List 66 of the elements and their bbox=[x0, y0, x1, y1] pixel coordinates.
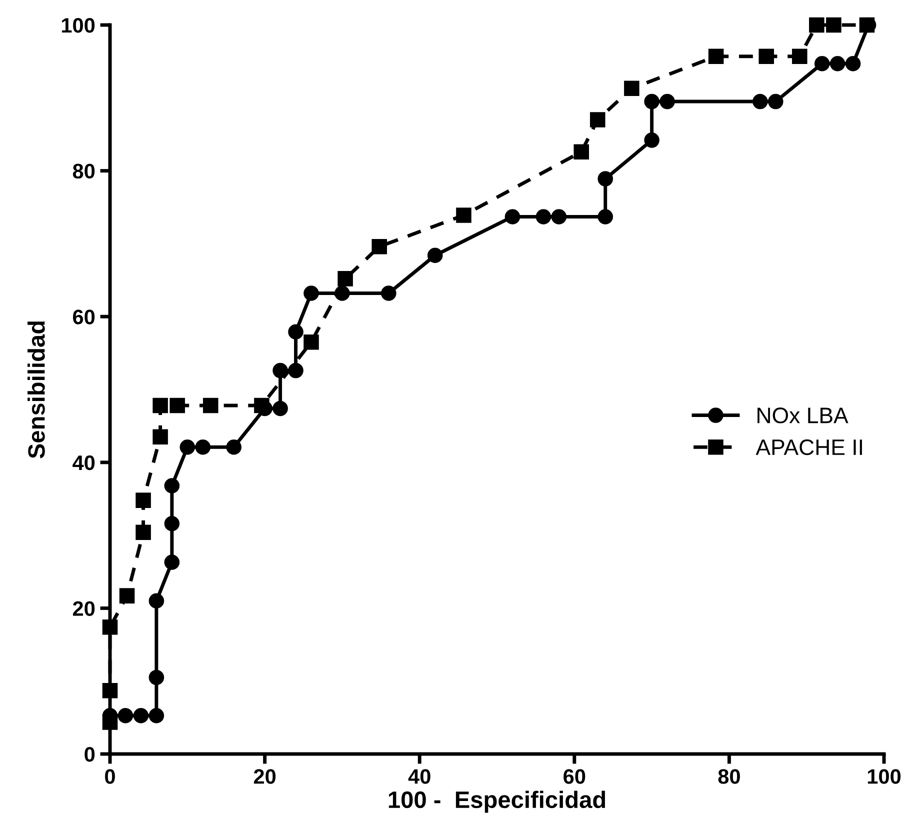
point bbox=[574, 144, 590, 160]
x-tick-label: 0 bbox=[105, 769, 115, 784]
point bbox=[427, 248, 443, 264]
point bbox=[202, 398, 218, 414]
point bbox=[644, 94, 660, 110]
point bbox=[644, 132, 660, 148]
point bbox=[180, 439, 196, 455]
point bbox=[660, 94, 675, 110]
point bbox=[288, 324, 304, 340]
x-tick-label: 100 bbox=[868, 769, 901, 784]
x-tick-label: 60 bbox=[564, 769, 586, 784]
point bbox=[272, 400, 288, 416]
point bbox=[272, 362, 288, 378]
point bbox=[598, 171, 613, 186]
point bbox=[164, 516, 180, 532]
point bbox=[624, 80, 640, 96]
point bbox=[136, 492, 151, 508]
point bbox=[148, 593, 164, 609]
legend-label: APACHE II bbox=[756, 439, 862, 456]
point bbox=[170, 398, 185, 414]
point bbox=[845, 56, 861, 72]
y-tick-label: 80 bbox=[72, 164, 95, 179]
point bbox=[551, 209, 567, 224]
y-tick-label: 0 bbox=[84, 747, 95, 762]
point bbox=[195, 439, 211, 455]
point bbox=[758, 48, 774, 64]
point bbox=[254, 398, 270, 414]
point bbox=[148, 708, 164, 724]
point bbox=[226, 439, 242, 455]
point bbox=[133, 708, 149, 724]
y-tick-label: 20 bbox=[72, 601, 95, 616]
point bbox=[164, 478, 180, 494]
point bbox=[372, 238, 387, 254]
x-tick-label: 20 bbox=[254, 769, 276, 784]
point bbox=[708, 48, 724, 64]
y-tick-label: 100 bbox=[62, 18, 95, 33]
point bbox=[338, 271, 353, 286]
point bbox=[136, 524, 151, 540]
point bbox=[304, 334, 319, 350]
point bbox=[148, 670, 164, 686]
point bbox=[792, 48, 808, 64]
point bbox=[164, 554, 180, 570]
point bbox=[536, 209, 552, 224]
point bbox=[752, 94, 768, 110]
point bbox=[809, 17, 824, 33]
point bbox=[456, 208, 472, 223]
point bbox=[598, 209, 613, 224]
x-tick-label: 80 bbox=[718, 769, 740, 784]
point bbox=[152, 429, 168, 445]
point bbox=[826, 17, 842, 33]
point bbox=[152, 398, 168, 414]
y-axis-title: Sensibilidad bbox=[28, 322, 45, 458]
legend-label: NOx LBA bbox=[758, 408, 848, 424]
x-axis-title: 100 - Especificidad bbox=[388, 790, 606, 813]
point bbox=[830, 56, 846, 72]
y-tick-label: 40 bbox=[72, 455, 95, 470]
x-tick-label: 40 bbox=[408, 769, 430, 784]
point bbox=[504, 209, 520, 224]
point bbox=[381, 286, 396, 301]
point bbox=[119, 588, 135, 604]
point bbox=[590, 112, 606, 128]
point bbox=[814, 56, 830, 72]
point bbox=[304, 286, 319, 301]
point bbox=[118, 708, 134, 724]
y-tick-label: 60 bbox=[73, 310, 95, 324]
point bbox=[768, 94, 784, 110]
